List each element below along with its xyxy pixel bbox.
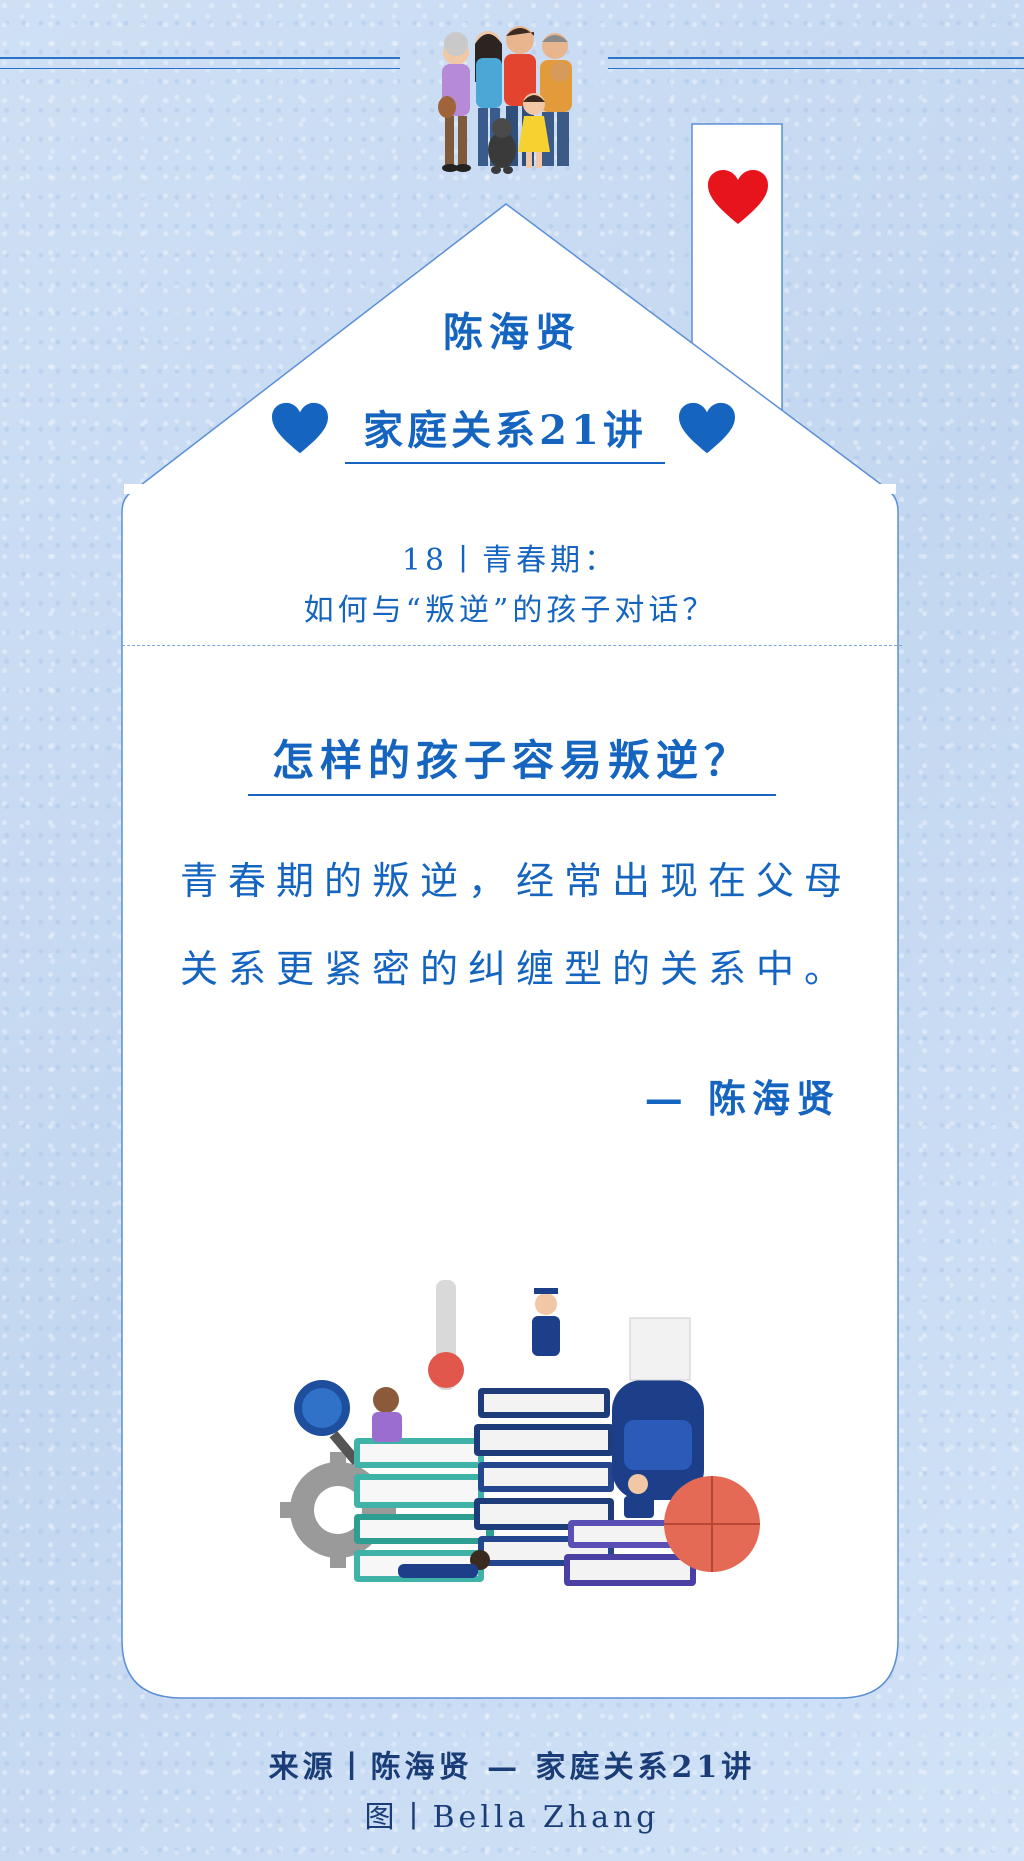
quote-line-2: 关系更紧密的纠缠型的关系中。 — [180, 947, 853, 991]
top-rule-right — [608, 57, 1024, 59]
series-title: 家庭关系21讲 — [345, 398, 665, 464]
blue-heart-icon — [679, 402, 735, 454]
episode-number-title: 18丨青春期： — [401, 543, 619, 578]
footer-image-credit: 图丨Bella Zhang — [364, 1800, 660, 1835]
red-heart-icon — [708, 170, 768, 224]
top-rule-left — [0, 57, 400, 59]
author-name-title: 陈海贤 — [443, 309, 581, 356]
episode-subtitle: 如何与“叛逆”的孩子对话？ — [303, 593, 717, 628]
family-illustration — [438, 26, 572, 174]
footer-source: 来源丨陈海贤 — 家庭关系21讲 — [268, 1750, 756, 1785]
books-students-illustration — [280, 1280, 760, 1586]
quote-author: — 陈海贤 — [644, 1076, 840, 1121]
top-rule-right-thin — [608, 68, 1024, 69]
question-heading: 怎样的孩子容易叛逆？ — [248, 727, 776, 796]
blue-heart-icon — [272, 402, 328, 454]
quote-line-1: 青春期的叛逆，经常出现在父母 — [180, 859, 853, 903]
section-divider — [122, 645, 902, 646]
top-rule-left-thin — [0, 68, 400, 69]
